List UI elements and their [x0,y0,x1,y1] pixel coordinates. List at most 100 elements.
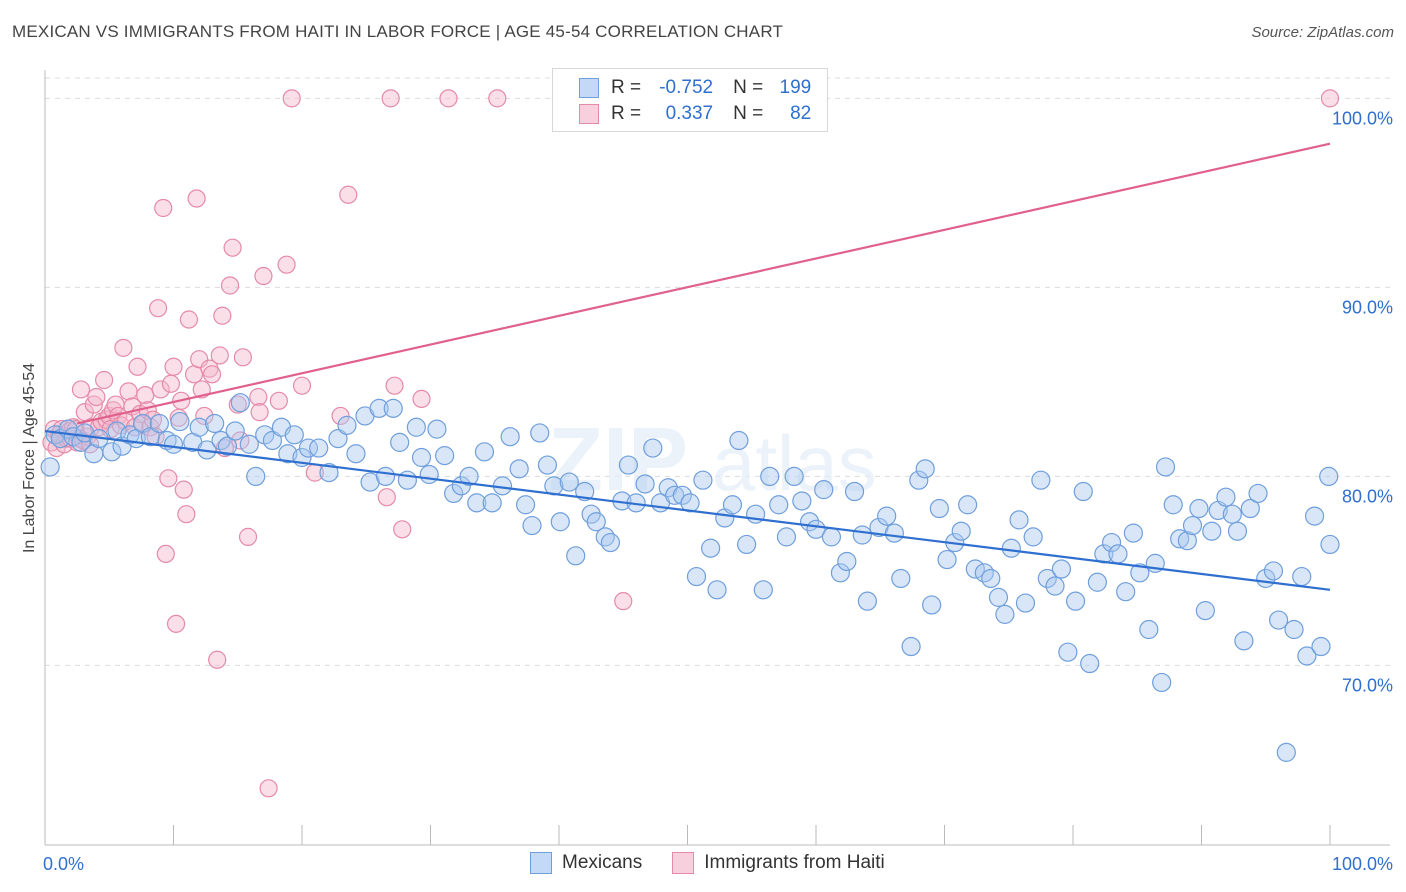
mexican-point [1320,534,1340,555]
mexican-point [71,432,91,452]
mexican-point [1177,531,1197,551]
mexican-point [149,413,169,434]
legend-item-mexicans: Mexicans [530,852,642,874]
haiti-point [213,306,232,325]
mexican-point [459,466,479,487]
haiti-point [114,338,133,357]
mexican-point [1058,642,1078,662]
legend-label-haiti: Immigrants from Haiti [704,852,885,873]
mexican-point [981,568,1001,589]
legend-row-mexicans: R = -0.752 N = 199 [579,76,811,100]
mexican-point [1297,646,1317,666]
mexican-point [635,474,655,494]
mexican-point [1284,619,1304,640]
mexican-trend-line [44,429,1331,591]
mexican-point [643,438,663,458]
mexican-point [309,438,329,458]
haiti-point [187,189,206,208]
mexican-point [701,538,721,558]
mexican-point [1268,610,1289,630]
mexican-point [1248,483,1268,504]
haiti-point [238,527,258,546]
haiti-point [233,348,252,367]
mexican-point [1216,487,1236,507]
legend-swatch-blue [530,852,552,874]
mexican-point [1001,538,1021,558]
haiti-point [87,387,106,407]
mexican-point [792,491,812,511]
mexican-point [1195,601,1215,621]
haiti-point [488,89,507,108]
mexican-point [844,481,865,502]
haiti-point [385,376,404,395]
haiti-point [174,480,193,499]
mexican-point [284,425,304,445]
haiti-point [166,614,186,633]
haiti-point [393,520,412,539]
mexican-point [1311,636,1331,657]
mexican-point [170,411,190,432]
mexican-point [1234,631,1254,651]
legend-n-value: 82 [790,103,812,124]
haiti-point [1320,89,1340,108]
haiti-trend-line [76,142,1331,425]
haiti-point [259,779,278,798]
haiti-point [439,89,458,108]
x-tick-label: 100.0% [1332,854,1393,874]
x-tick-label: 0.0% [43,854,84,874]
mexican-point [1319,466,1339,487]
mexican-point [784,466,804,487]
haiti-point [339,185,358,204]
mexican-point [1182,515,1203,536]
mexican-point [482,493,502,513]
mexican-point [1073,481,1093,502]
legend-n-label: N = [733,77,764,98]
mexican-point [427,419,447,439]
mexican-point [1202,521,1222,541]
haiti-point [119,382,138,401]
axes [44,70,1390,846]
mexican-point [390,432,410,452]
mexican-point [1037,568,1057,589]
haiti-point [71,380,91,399]
mexican-point [922,595,942,615]
mexican-point [1155,457,1176,477]
mexican-point [915,459,935,479]
mexican-point [821,527,842,547]
mexican-point [814,480,834,500]
mexican-point [515,495,536,515]
mexican-point [1152,672,1172,693]
mexican-point [566,546,586,566]
mexican-point [474,442,495,462]
mexican-point [1276,742,1296,762]
mexican-point [1080,653,1100,674]
legend-label-mexicans: Mexicans [562,852,643,873]
mexican-point [375,466,396,487]
haiti-point [136,386,155,405]
mexican-point [1087,572,1108,592]
haiti-point [184,365,204,384]
mexican-point [722,495,743,515]
mexican-point [618,455,638,475]
mexican-point [500,427,520,447]
legend-swatch-pink [672,852,695,874]
mexican-point [1227,521,1248,541]
mexican-point [769,495,789,515]
trend-lines [44,142,1331,591]
haiti-point [331,406,350,426]
haiti-point [202,365,222,384]
mexican-point [951,521,971,541]
mexican-point [852,525,872,545]
mexican-point [693,470,713,490]
haiti-point [412,389,431,409]
mexican-point [444,483,464,504]
mexican-point [1123,523,1143,543]
mexican-point [537,455,558,475]
mexican-point [1240,498,1260,519]
mexican-point [988,587,1009,607]
mexican-point [40,457,60,477]
mexican-point [411,447,432,468]
mexican-point [1170,529,1190,549]
haiti-point [614,592,633,611]
